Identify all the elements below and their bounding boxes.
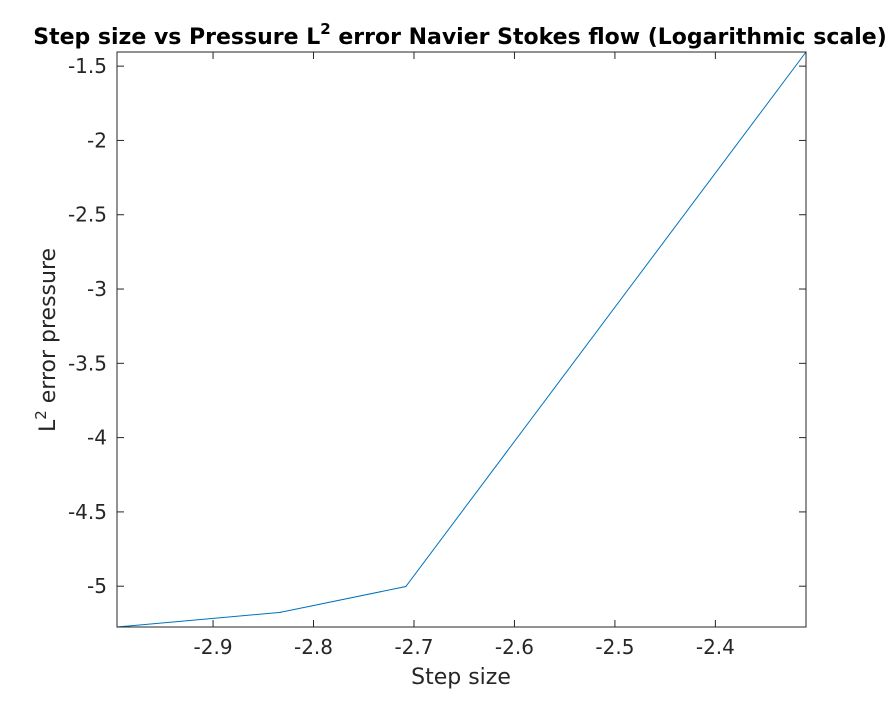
y-tick-label: -4.5 [68, 500, 107, 524]
y-ticks: -1.5 -2 -2.5 -3 -3.5 -4 -4.5 -5 [68, 54, 806, 598]
x-tick-label: -2.5 [595, 635, 634, 659]
plot-area [117, 52, 806, 627]
y-tick-label: -3.5 [68, 351, 107, 375]
data-point [279, 611, 281, 613]
y-axis-label-superscript: 2 [32, 410, 50, 420]
data-point [405, 585, 407, 588]
axes-layer [116, 51, 807, 628]
chart-title-suffix: error Navier Stokes flow (Logarithmic sc… [331, 25, 887, 50]
chart-title-superscript: 2 [320, 20, 330, 38]
x-tick-label: -2.9 [194, 635, 233, 659]
x-ticks: -2.9 -2.8 -2.7 -2.6 -2.5 -2.4 [194, 52, 735, 659]
axes-box [116, 51, 807, 628]
y-tick-label: -4 [87, 426, 107, 450]
x-tick-label: -2.7 [394, 635, 433, 659]
y-tick-label: -2.5 [68, 203, 107, 227]
chart-title-main: Step size vs Pressure L [33, 25, 320, 50]
chart-title: Step size vs Pressure L2 error Navier St… [33, 20, 887, 50]
y-axis-label-suffix: error pressure [36, 248, 61, 410]
y-tick-label: -2 [87, 128, 107, 152]
x-axis-label: Step size [411, 665, 511, 690]
x-tick-label: -2.6 [495, 635, 534, 659]
y-tick-label: -3 [87, 277, 107, 301]
series-line-0 [116, 51, 807, 628]
x-tick-label: -2.4 [696, 635, 735, 659]
y-axis-label: L2 error pressure [32, 248, 61, 432]
y-tick-label: -5 [87, 574, 107, 598]
y-tick-label: -1.5 [68, 54, 107, 78]
y-axis-label-main: L [36, 419, 61, 432]
x-tick-label: -2.8 [294, 635, 333, 659]
